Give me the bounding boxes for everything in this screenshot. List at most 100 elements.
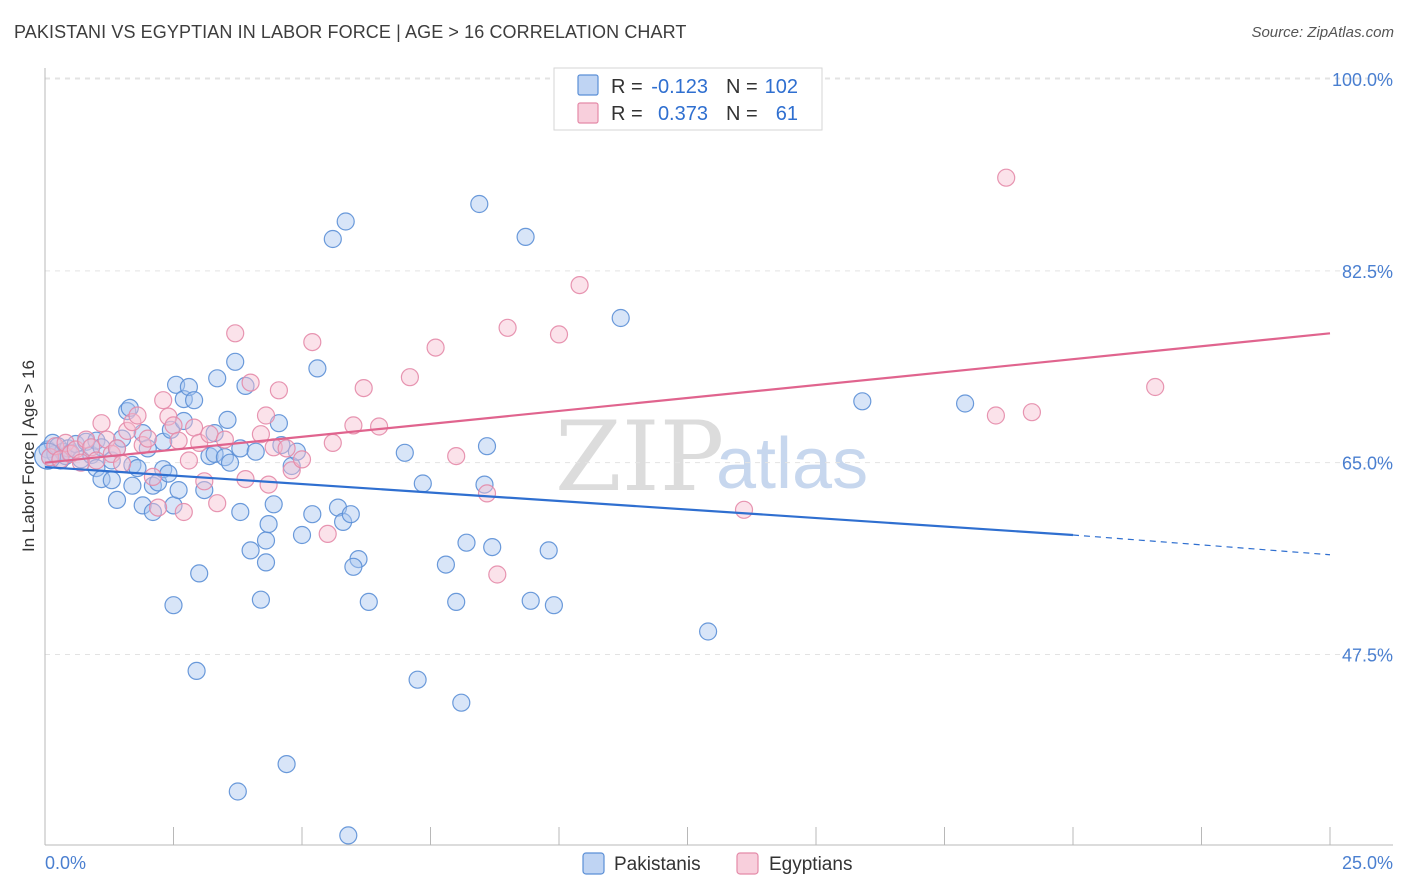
- scatter-point: [516, 227, 535, 246]
- scatter-point: [318, 524, 337, 544]
- scatter-point: [1022, 403, 1042, 422]
- bottom-legend-swatch-egyptians[interactable]: [736, 852, 759, 875]
- scatter-point: [246, 442, 265, 461]
- x-tick-label-max: 25.0%: [1342, 853, 1393, 873]
- scatter-point: [190, 564, 209, 583]
- x-ticks: [44, 827, 1331, 845]
- scatter-point: [292, 450, 312, 469]
- scatter-point: [426, 338, 445, 357]
- scatter-point: [292, 525, 312, 545]
- legend-r-label-pakistanis: R =: [611, 76, 643, 98]
- scatter-point: [264, 495, 283, 514]
- scatter-point: [354, 379, 373, 398]
- x-tick-label-min: 0.0%: [45, 853, 86, 873]
- scatter-point: [256, 531, 276, 550]
- scatter-point: [174, 502, 193, 522]
- scatter-point: [477, 437, 497, 456]
- scatter-point: [159, 407, 178, 426]
- scatter-point: [521, 591, 540, 610]
- bottom-legend-label-pakistanis[interactable]: Pakistanis: [614, 854, 701, 875]
- bottom-legend: Pakistanis Egyptians: [582, 852, 852, 875]
- scatter-point: [341, 505, 360, 524]
- scatter-point: [179, 451, 198, 470]
- axes: [44, 68, 1393, 846]
- series-egyptians: [40, 168, 1165, 584]
- scatter-point: [138, 429, 157, 448]
- scatter-point: [256, 553, 276, 572]
- scatter-point: [185, 391, 204, 410]
- scatter-point: [477, 484, 497, 503]
- scatter-point: [549, 325, 569, 344]
- scatter-point: [241, 541, 260, 560]
- y-tick-labels: 100.0% 82.5% 65.0% 47.5%: [1332, 70, 1393, 666]
- scatter-point: [120, 398, 139, 417]
- scatter-point: [231, 502, 250, 522]
- legend-frame: [553, 67, 823, 131]
- legend-r-label-egyptians: R =: [611, 103, 643, 125]
- scatter-point: [187, 661, 206, 681]
- scatter-point: [277, 754, 296, 774]
- bottom-legend-label-egyptians[interactable]: Egyptians: [769, 854, 852, 875]
- scatter-point: [118, 421, 137, 440]
- scatter-point: [226, 324, 245, 343]
- scatter-point: [169, 431, 188, 450]
- scatter-point: [370, 417, 389, 436]
- scatter-point: [208, 494, 227, 513]
- scatter-point: [344, 557, 363, 576]
- scatter-point: [698, 622, 718, 641]
- y-tick-label: 100.0%: [1332, 70, 1393, 90]
- scatter-point: [344, 416, 363, 435]
- scatter-point: [303, 505, 322, 524]
- scatter-point: [359, 592, 378, 612]
- legend-swatch-egyptians: [577, 102, 599, 124]
- scatter-point: [220, 453, 240, 472]
- scatter-point: [498, 318, 517, 337]
- scatter-point: [241, 373, 260, 392]
- scatter-point: [452, 693, 471, 712]
- legend-box: R = -0.123 N = 102 R = 0.373 N = 61: [553, 67, 823, 131]
- scatter-point: [282, 456, 301, 476]
- scatter-point: [56, 433, 75, 452]
- scatter-point: [483, 537, 502, 557]
- scatter-point: [112, 454, 132, 473]
- trend-lines: [44, 332, 1331, 556]
- scatter-point: [259, 514, 278, 534]
- y-tick-label: 47.5%: [1342, 646, 1393, 666]
- scatter-point: [1146, 377, 1165, 397]
- watermark-zip: ZIP: [555, 401, 724, 513]
- legend-n-label-egyptians: N =: [726, 103, 758, 125]
- scatter-point: [226, 352, 245, 371]
- scatter-point: [413, 474, 432, 493]
- scatter-point: [128, 406, 147, 425]
- scatter-point: [164, 596, 183, 615]
- bottom-legend-swatch-pakistanis[interactable]: [582, 852, 605, 875]
- scatter-point: [236, 376, 255, 395]
- scatter-point: [395, 443, 414, 462]
- scatter-point: [339, 826, 358, 845]
- scatter-point: [323, 433, 342, 452]
- scatter-point: [118, 402, 137, 421]
- trend-line-egyptians: [44, 332, 1331, 464]
- scatter-point: [164, 416, 183, 435]
- scatter-point: [251, 590, 270, 609]
- scatter-point: [853, 392, 872, 411]
- scatter-point: [323, 229, 342, 249]
- watermark: ZIP atlas: [555, 401, 868, 513]
- scatter-point: [218, 410, 237, 429]
- legend-n-value-egyptians: 61: [776, 103, 798, 125]
- scatter-point: [408, 670, 427, 689]
- scatter-point: [87, 451, 106, 470]
- scatter-point: [334, 512, 353, 532]
- scatter-point: [308, 359, 327, 378]
- scatter-point: [92, 414, 111, 433]
- scatter-point: [734, 500, 754, 519]
- scatter-point: [143, 467, 162, 486]
- scatter-point: [447, 592, 466, 612]
- scatter-point: [997, 168, 1016, 187]
- y-tick-label: 65.0%: [1342, 454, 1393, 474]
- scatter-point: [159, 464, 178, 483]
- scatter-point: [154, 391, 173, 410]
- scatter-point: [195, 472, 214, 491]
- scatter-point: [107, 490, 127, 509]
